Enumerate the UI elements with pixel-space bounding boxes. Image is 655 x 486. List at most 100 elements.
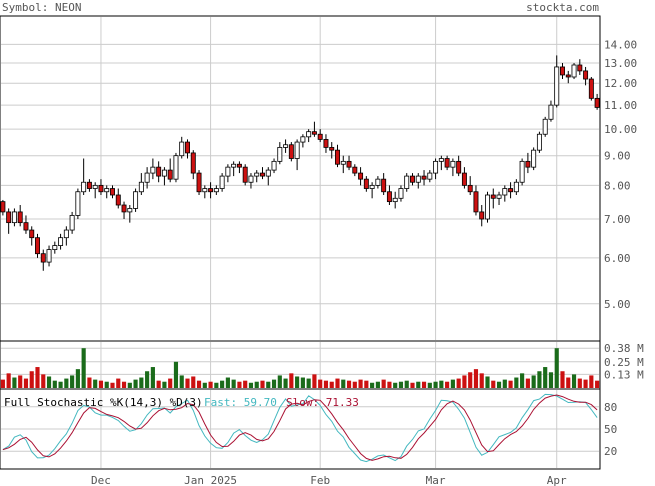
candle-body — [450, 160, 456, 168]
fast-value: Fast: 59.70 — [204, 396, 277, 409]
volume-bar — [381, 379, 386, 388]
volume-bar — [427, 382, 432, 388]
candle-body — [375, 178, 381, 186]
candle-body — [265, 169, 271, 177]
candle-body — [548, 104, 554, 120]
volume-bar — [127, 382, 132, 388]
volume-bar — [156, 380, 161, 388]
candle-body — [110, 188, 115, 196]
volume-axis: 0.38 M0.25 M0.13 M — [604, 342, 644, 381]
volume-bar — [566, 377, 571, 388]
volume-bar — [185, 378, 190, 388]
candle-body — [438, 158, 444, 162]
candle-body — [271, 160, 277, 171]
volume-bar — [445, 381, 450, 388]
candle-body — [369, 184, 375, 189]
candle-body — [479, 211, 485, 220]
volume-bar — [312, 374, 317, 388]
volume-bar — [421, 381, 427, 388]
stochastic-tick-label: 20 — [604, 445, 617, 458]
volume-bar — [70, 375, 75, 388]
candle-body — [519, 160, 525, 183]
price-tick-label: 14.00 — [604, 38, 637, 51]
candle-body — [508, 188, 514, 193]
candle-body — [254, 172, 260, 177]
candle-body — [421, 175, 427, 180]
volume-bar — [433, 381, 438, 388]
candle-body — [594, 97, 600, 108]
candle-body — [583, 70, 589, 80]
volume-bar — [456, 378, 461, 388]
volume-bar — [479, 373, 484, 388]
volume-bar — [231, 379, 236, 388]
volume-bar — [196, 380, 202, 388]
candle-body — [352, 166, 358, 174]
volume-bar — [0, 379, 5, 388]
volume-bar — [64, 378, 69, 388]
volume-bar — [208, 381, 213, 388]
volume-bar — [75, 369, 80, 388]
volume-tick-label: 0.13 M — [604, 368, 644, 381]
candle-body — [485, 194, 490, 220]
candle-body — [467, 184, 473, 193]
volume-bar — [81, 348, 86, 388]
volume-bar — [41, 374, 46, 388]
volume-bar — [260, 380, 265, 388]
candle-body — [92, 184, 98, 189]
volume-bar — [525, 378, 530, 388]
volume-bar — [531, 375, 536, 388]
candle-body — [63, 229, 69, 239]
volume-bar — [104, 381, 109, 388]
stochastic-title: Full Stochastic %K(14,3) %D(3) — [4, 396, 203, 409]
candle-body — [473, 191, 479, 213]
price-tick-label: 11.00 — [604, 99, 637, 112]
volume-bar — [243, 380, 248, 388]
stochastic-axis: 80 50 20 — [604, 401, 617, 458]
volume-bar — [520, 373, 525, 388]
candle-body — [213, 188, 219, 193]
volume-bar — [18, 375, 23, 388]
volume-bar — [237, 381, 242, 388]
candle-body — [456, 160, 462, 174]
price-panel — [0, 15, 601, 342]
volume-bar — [329, 381, 334, 388]
volume-bar — [145, 371, 150, 388]
volume-bar — [12, 377, 17, 388]
volume-bar — [295, 376, 300, 388]
candle-body — [306, 131, 312, 138]
candle-body — [225, 166, 231, 177]
candle-body — [86, 181, 92, 189]
volume-bar — [306, 378, 311, 388]
candle-body — [52, 245, 58, 250]
candle-body — [398, 188, 404, 199]
price-tick-label: 13.00 — [604, 57, 637, 70]
candle-body — [173, 155, 179, 180]
volume-bar — [46, 376, 52, 388]
volume-tick-label: 0.38 M — [604, 342, 644, 355]
candle-body — [242, 166, 248, 183]
volume-bar — [277, 375, 282, 388]
volume-bar — [98, 380, 104, 388]
volume-bar — [364, 380, 369, 388]
candle-body — [531, 149, 537, 168]
candle-body — [17, 211, 23, 224]
candle-body — [358, 172, 364, 180]
price-tick-label: 5.00 — [604, 298, 631, 311]
candle-body — [433, 160, 439, 174]
candle-body — [554, 66, 560, 106]
candle-body — [288, 144, 294, 159]
candle-body — [115, 194, 121, 206]
candle-body — [29, 229, 35, 239]
candle-body — [536, 133, 542, 151]
volume-bar — [393, 382, 398, 388]
candle-body — [133, 191, 139, 209]
candle-body — [231, 163, 237, 168]
volume-bars — [0, 348, 600, 388]
price-tick-label: 10.00 — [604, 123, 637, 136]
candle-body — [167, 169, 173, 180]
volume-bar — [560, 371, 565, 388]
date-tick-label: Mar — [426, 474, 446, 486]
volume-bar — [266, 381, 271, 388]
candle-body — [392, 197, 398, 203]
stochastic-tick-label: 50 — [604, 423, 617, 436]
